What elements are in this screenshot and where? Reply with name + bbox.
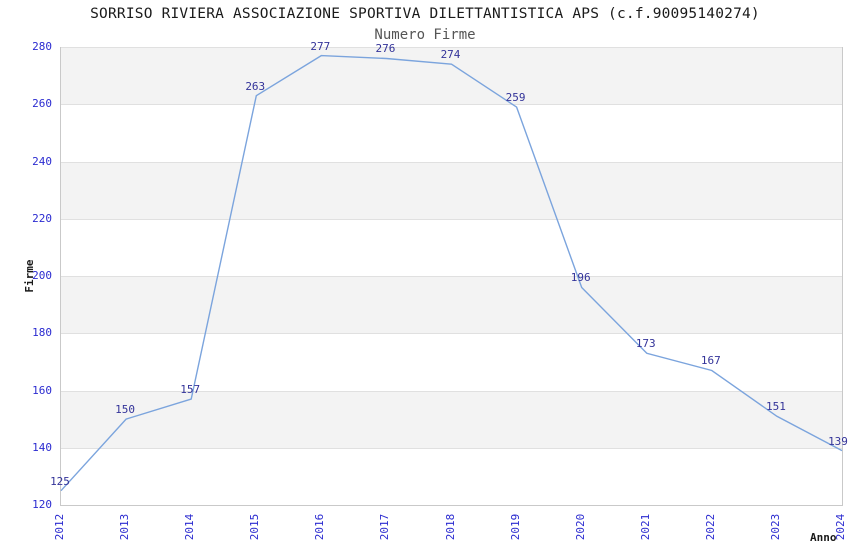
gridline [61,390,842,392]
plot-band [61,47,842,105]
plot-area [60,47,843,506]
gridline [61,447,842,449]
gridline [61,104,842,106]
data-point-label: 150 [115,403,136,417]
gridline [61,218,842,220]
x-axis-title: Anno [810,531,837,544]
y-tick-label: 260 [32,97,52,111]
data-point-label: 173 [635,337,656,351]
data-point-label: 274 [440,48,461,62]
data-point-label: 276 [375,42,396,56]
x-tick-label: 2012 [53,513,66,541]
data-point-label: 167 [700,354,721,368]
series-polyline [60,54,843,492]
data-point-label: 151 [765,400,786,414]
gridline [61,276,842,277]
y-tick-label: 160 [32,383,52,397]
gridline [61,47,842,48]
x-tick-label: 2018 [443,513,457,541]
x-tick-label: 2016 [313,513,327,541]
plot-band [61,276,842,334]
data-point-label: 259 [505,91,526,105]
data-point-label: 263 [245,79,266,93]
x-tick-label: 2023 [768,513,782,541]
chart-subtitle: Numero Firme [374,27,476,43]
data-point-label: 277 [310,39,331,53]
x-tick-label: 2020 [573,513,587,541]
chart-title: SORRISO RIVIERA ASSOCIAZIONE SPORTIVA DI… [90,6,760,22]
y-tick-label: 220 [32,211,52,225]
gridline [61,333,842,335]
gridline [61,161,842,163]
data-point-label: 139 [828,434,848,448]
y-tick-label: 280 [32,40,52,53]
plot-band [61,161,842,219]
x-tick-label: 2022 [703,513,717,541]
x-tick-label: 2019 [508,513,522,541]
x-tick-label: 2021 [638,513,652,541]
x-tick-label: 2014 [183,513,197,541]
data-point-label: 157 [180,383,201,397]
line-series [60,54,843,492]
y-tick-label: 200 [32,269,52,282]
data-point-label: 125 [50,474,70,488]
y-tick-label: 120 [32,498,52,511]
y-tick-label: 140 [32,440,52,454]
data-point-label: 196 [570,271,591,285]
x-tick-label: 2013 [118,513,132,541]
x-tick-label: 2017 [378,513,392,541]
x-tick-label: 2015 [248,513,262,541]
y-tick-label: 240 [32,154,52,168]
y-tick-label: 180 [32,326,52,340]
plot-band [61,390,842,448]
